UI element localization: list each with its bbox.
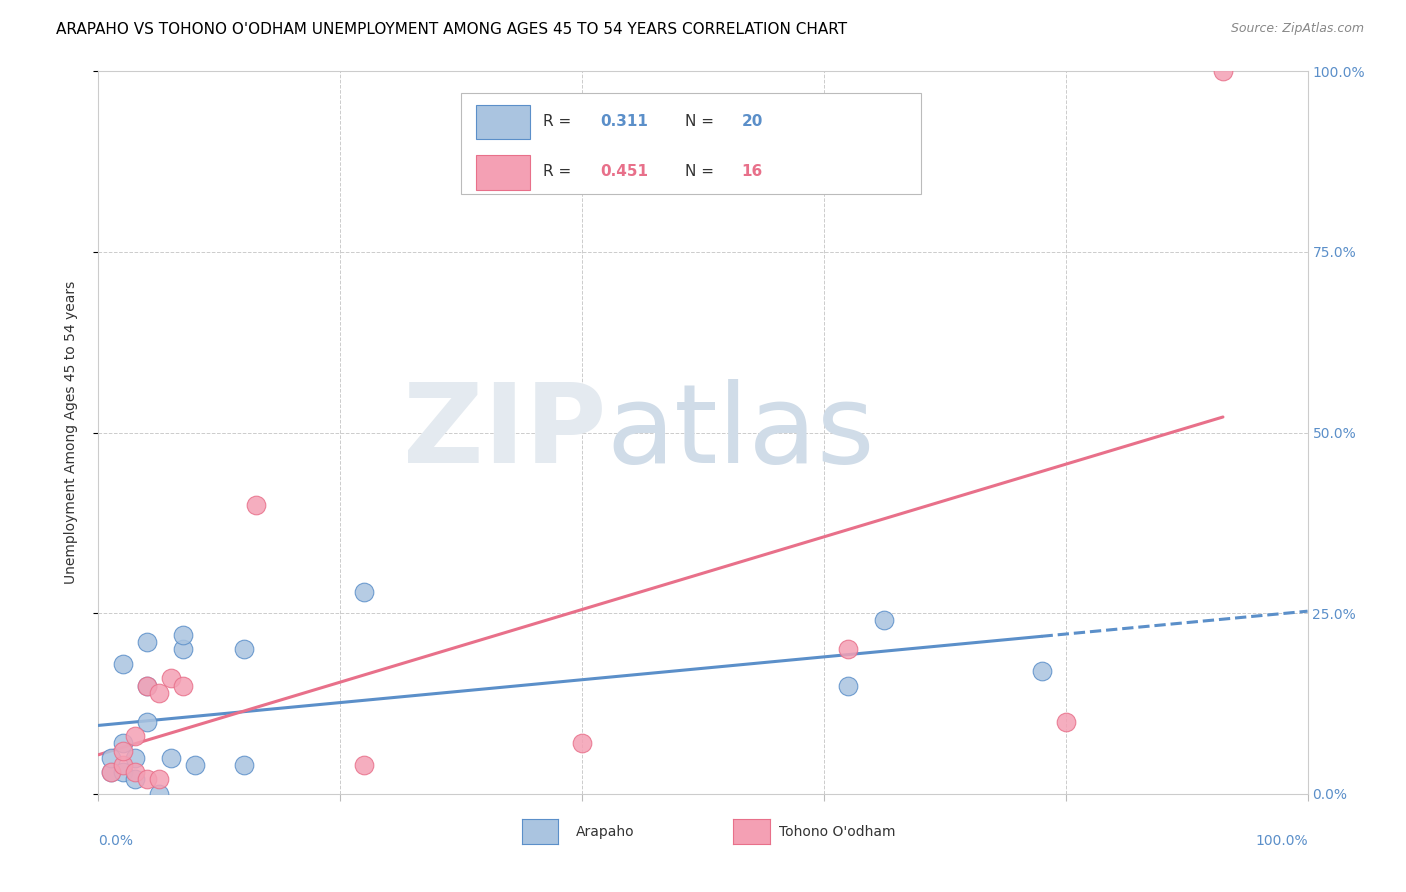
- Point: [245, 498, 267, 512]
- Point: [172, 628, 194, 642]
- Point: [184, 758, 207, 772]
- Text: atlas: atlas: [606, 379, 875, 486]
- Text: Arapaho: Arapaho: [576, 825, 634, 839]
- Text: ZIP: ZIP: [404, 379, 606, 486]
- FancyBboxPatch shape: [461, 93, 921, 194]
- Point: [111, 765, 134, 780]
- Point: [124, 751, 146, 765]
- Point: [111, 758, 134, 772]
- Point: [111, 743, 134, 757]
- Point: [571, 736, 593, 750]
- Point: [124, 729, 146, 743]
- Text: 16: 16: [742, 164, 763, 179]
- Point: [111, 736, 134, 750]
- FancyBboxPatch shape: [475, 104, 530, 139]
- Y-axis label: Unemployment Among Ages 45 to 54 years: Unemployment Among Ages 45 to 54 years: [63, 281, 77, 584]
- Text: N =: N =: [685, 114, 718, 128]
- Text: N =: N =: [685, 164, 718, 179]
- Point: [148, 772, 170, 787]
- Point: [1212, 64, 1234, 78]
- Point: [135, 678, 157, 692]
- Point: [232, 642, 254, 657]
- Text: Source: ZipAtlas.com: Source: ZipAtlas.com: [1230, 22, 1364, 36]
- Point: [135, 714, 157, 729]
- Point: [135, 772, 157, 787]
- Point: [1031, 664, 1053, 678]
- Text: 100.0%: 100.0%: [1256, 834, 1308, 847]
- FancyBboxPatch shape: [475, 155, 530, 190]
- Point: [135, 678, 157, 692]
- Text: 0.451: 0.451: [600, 164, 648, 179]
- Point: [148, 686, 170, 700]
- Point: [100, 751, 122, 765]
- Text: ARAPAHO VS TOHONO O'ODHAM UNEMPLOYMENT AMONG AGES 45 TO 54 YEARS CORRELATION CHA: ARAPAHO VS TOHONO O'ODHAM UNEMPLOYMENT A…: [56, 22, 848, 37]
- Text: R =: R =: [543, 164, 576, 179]
- Text: 0.0%: 0.0%: [98, 834, 134, 847]
- Point: [172, 642, 194, 657]
- Point: [873, 614, 896, 628]
- Point: [232, 758, 254, 772]
- Point: [353, 758, 375, 772]
- Point: [160, 751, 183, 765]
- Point: [100, 765, 122, 780]
- Point: [111, 657, 134, 671]
- Text: Tohono O'odham: Tohono O'odham: [779, 825, 896, 839]
- Point: [160, 671, 183, 685]
- Point: [100, 765, 122, 780]
- Point: [837, 678, 859, 692]
- Point: [353, 584, 375, 599]
- Point: [172, 678, 194, 692]
- Text: 20: 20: [742, 114, 763, 128]
- Text: 0.311: 0.311: [600, 114, 648, 128]
- Point: [124, 765, 146, 780]
- Point: [124, 772, 146, 787]
- Point: [837, 642, 859, 657]
- Text: R =: R =: [543, 114, 576, 128]
- Point: [1054, 714, 1077, 729]
- Point: [148, 787, 170, 801]
- Point: [135, 635, 157, 649]
